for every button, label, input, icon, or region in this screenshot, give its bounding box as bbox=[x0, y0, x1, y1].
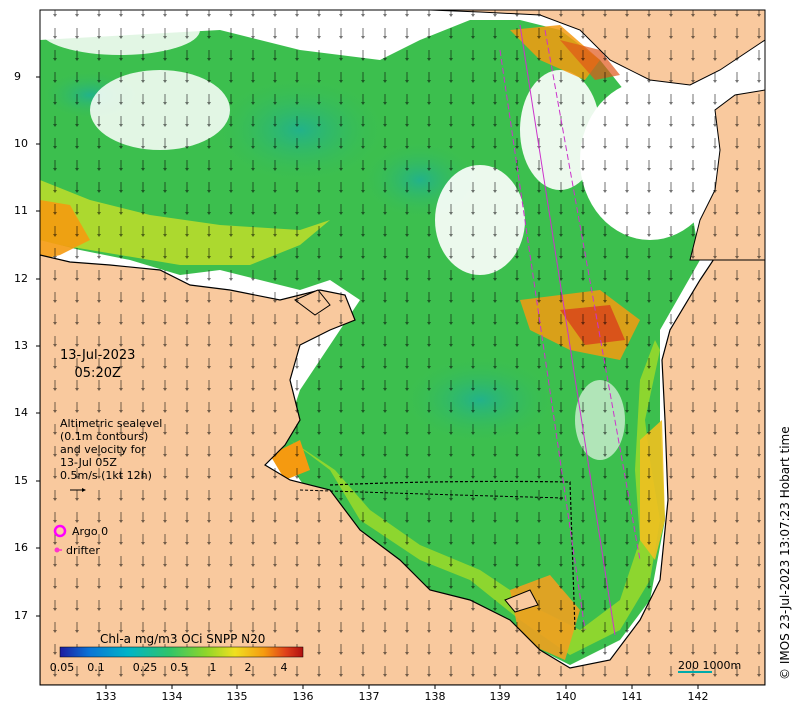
altimetry-line: 13-Jul 05Z bbox=[60, 456, 117, 469]
altimetry-line: Altimetric sealevel bbox=[60, 417, 163, 430]
lon-tick: 136 bbox=[292, 690, 314, 703]
lat-tick: 11 bbox=[14, 204, 28, 217]
argo-marker-icon bbox=[53, 524, 67, 538]
lon-tick: 135 bbox=[226, 690, 248, 703]
credit-text: © IMOS 23-Jul-2023 13:07:23 Hobart time bbox=[778, 426, 792, 680]
lat-tick: 12 bbox=[14, 272, 28, 285]
drifter-marker-icon bbox=[54, 547, 62, 553]
lon-tick: 134 bbox=[161, 690, 183, 703]
colorbar-tick: 4 bbox=[280, 661, 288, 674]
map-date: 13-Jul-2023 bbox=[60, 348, 136, 363]
colorbar-tick: 2 bbox=[244, 661, 252, 674]
lat-tick: 14 bbox=[14, 406, 28, 419]
velocity-scale-arrow-icon bbox=[70, 488, 86, 492]
altimetry-legend: Altimetric sealevel (0.1m contours) and … bbox=[60, 417, 162, 482]
lon-tick: 138 bbox=[424, 690, 446, 703]
colorbar-tick: 1 bbox=[209, 661, 217, 674]
lat-tick: 17 bbox=[14, 609, 28, 622]
lon-tick: 137 bbox=[358, 690, 380, 703]
drifter-label: drifter bbox=[66, 544, 100, 557]
altimetry-line: 0.5m/s (1kt 12h) bbox=[60, 469, 152, 482]
map-date-time: 13-Jul-2023 05:20Z bbox=[60, 347, 135, 383]
lon-tick: 133 bbox=[95, 690, 117, 703]
depth-scale-label: 200 1000m bbox=[678, 659, 742, 672]
lat-tick: 9 bbox=[14, 70, 21, 83]
colorbar bbox=[59, 646, 304, 658]
argo-label: Argo 0 bbox=[72, 525, 109, 538]
lon-tick: 141 bbox=[621, 690, 643, 703]
colorbar-tick: 0.05 bbox=[49, 661, 75, 674]
colorbar-tick: 0.1 bbox=[87, 661, 105, 674]
lat-tick: 13 bbox=[14, 339, 28, 352]
map-plot-area bbox=[40, 10, 765, 685]
map-time: 05:20Z bbox=[74, 366, 121, 381]
colorbar-tick: 0.5 bbox=[170, 661, 188, 674]
lon-tick: 139 bbox=[489, 690, 511, 703]
colorbar-tick: 0.25 bbox=[132, 661, 158, 674]
colorbar-title: Chl-a mg/m3 OCi SNPP N20 bbox=[100, 632, 266, 646]
lon-tick: 142 bbox=[687, 690, 709, 703]
lat-tick: 10 bbox=[14, 137, 28, 150]
altimetry-line: and velocity for bbox=[60, 443, 146, 456]
lat-tick: 16 bbox=[14, 541, 28, 554]
lat-tick: 15 bbox=[14, 474, 28, 487]
altimetry-line: (0.1m contours) bbox=[60, 430, 149, 443]
lon-tick: 140 bbox=[555, 690, 577, 703]
